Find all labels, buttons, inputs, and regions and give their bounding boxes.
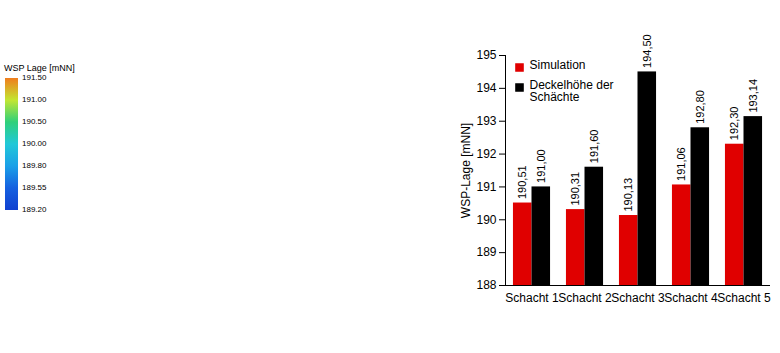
svg-text:Deckelhöhe derSchächte: Deckelhöhe derSchächte bbox=[530, 78, 614, 104]
svg-text:190,13: 190,13 bbox=[622, 178, 634, 212]
svg-text:192: 192 bbox=[476, 147, 496, 161]
svg-text:192,30: 192,30 bbox=[728, 107, 740, 141]
svg-text:189.55: 189.55 bbox=[22, 183, 47, 192]
svg-text:191,60: 191,60 bbox=[588, 130, 600, 164]
svg-text:190.50: 190.50 bbox=[22, 117, 47, 126]
svg-text:189.80: 189.80 bbox=[22, 161, 47, 170]
svg-text:190,31: 190,31 bbox=[569, 172, 581, 206]
svg-text:190.00: 190.00 bbox=[22, 139, 47, 148]
svg-text:191: 191 bbox=[476, 180, 496, 194]
svg-text:194,50: 194,50 bbox=[641, 34, 653, 68]
svg-text:188: 188 bbox=[476, 278, 496, 292]
svg-text:193: 193 bbox=[476, 114, 496, 128]
svg-text:191.00: 191.00 bbox=[22, 95, 47, 104]
svg-text:WSP-Lage [mNN]: WSP-Lage [mNN] bbox=[459, 123, 473, 218]
svg-text:191.50: 191.50 bbox=[22, 73, 47, 82]
svg-text:193,14: 193,14 bbox=[747, 79, 759, 113]
svg-text:Schacht 2: Schacht 2 bbox=[558, 291, 612, 305]
svg-text:195: 195 bbox=[476, 48, 496, 62]
svg-text:Schacht 1: Schacht 1 bbox=[505, 291, 559, 305]
svg-text:Schacht 3: Schacht 3 bbox=[611, 291, 665, 305]
svg-text:Schacht 4: Schacht 4 bbox=[664, 291, 718, 305]
svg-text:Schacht 5: Schacht 5 bbox=[717, 291, 771, 305]
svg-text:WSP Lage [mNN]: WSP Lage [mNN] bbox=[4, 63, 75, 73]
svg-text:194: 194 bbox=[476, 81, 496, 95]
svg-text:191,06: 191,06 bbox=[675, 147, 687, 181]
svg-text:192,80: 192,80 bbox=[694, 90, 706, 124]
svg-text:191,00: 191,00 bbox=[535, 149, 547, 183]
svg-text:189: 189 bbox=[476, 245, 496, 259]
svg-text:189.20: 189.20 bbox=[22, 205, 47, 214]
svg-text:190,51: 190,51 bbox=[516, 165, 528, 199]
svg-text:190: 190 bbox=[476, 213, 496, 227]
svg-text:Simulation: Simulation bbox=[530, 58, 586, 72]
